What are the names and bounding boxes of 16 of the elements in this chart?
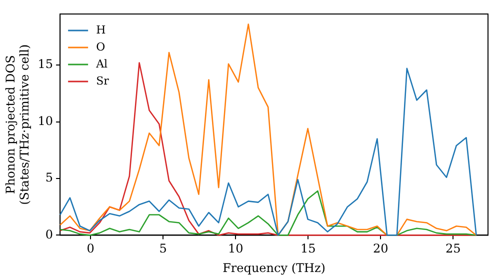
y-axis-title: Phonon projected DOS (States/THz·primitive cell) (3, 44, 32, 205)
x-tick-label: 25 (446, 242, 461, 256)
x-tick-label: 5 (159, 242, 167, 256)
x-tick-label: 15 (300, 242, 316, 256)
legend-label: H (96, 23, 106, 36)
y-tick-label: 5 (45, 170, 54, 185)
y-tick-label: 0 (45, 227, 54, 242)
y-tick-label: 10 (38, 114, 54, 128)
legend-label: Al (95, 57, 108, 70)
x-tick-label: 0 (86, 242, 94, 256)
y-tick-label: 15 (38, 57, 54, 72)
x-tick-label: 10 (228, 242, 244, 256)
legend-label: Sr (96, 74, 110, 88)
legend-label: O (96, 40, 106, 54)
x-axis-title: Frequency (THz) (222, 260, 326, 275)
x-tick-label: 20 (373, 242, 388, 256)
